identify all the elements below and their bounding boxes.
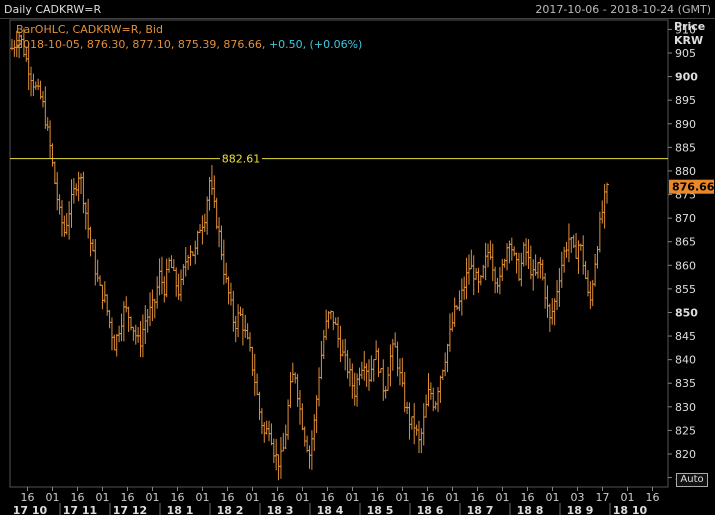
x-tick-label: 01 [96, 491, 110, 504]
y-tick-label: 850 [675, 306, 698, 319]
x-tick-label: 16 [121, 491, 135, 504]
price-axis-label: Price [674, 20, 706, 33]
y-tick-label: 895 [675, 94, 696, 107]
x-tick-label: 16 [421, 491, 435, 504]
x-tick-label: 01 [146, 491, 160, 504]
hline-label-bg [220, 151, 262, 166]
x-tick-label: 01 [246, 491, 260, 504]
date-range: 2017-10-06 - 2018-10-24 (GMT) [535, 3, 711, 16]
y-tick-label: 885 [675, 141, 696, 154]
x-month-label: 18 1 [167, 504, 194, 515]
x-tick-label: 01 [496, 491, 510, 504]
y-tick-label: 900 [675, 71, 698, 84]
x-month-label: 18 5 [367, 504, 394, 515]
x-tick-label: 01 [46, 491, 60, 504]
y-tick-label: 855 [675, 283, 696, 296]
chart-title: Daily CADKRW=R [4, 3, 102, 16]
x-tick-label: 16 [71, 491, 85, 504]
y-tick-label: 890 [675, 118, 696, 131]
y-tick-label: 840 [675, 354, 696, 367]
x-month-label: 17 10 [13, 504, 48, 515]
y-tick-label: 880 [675, 165, 696, 178]
x-tick-label: 01 [296, 491, 310, 504]
hline-label: 882.61 [222, 153, 261, 166]
x-tick-label: 16 [21, 491, 35, 504]
x-month-label: 18 7 [467, 504, 494, 515]
x-tick-label: 01 [546, 491, 560, 504]
y-tick-label: 830 [675, 401, 696, 414]
y-tick-label: 910 [675, 23, 696, 36]
x-tick-label: 16 [471, 491, 485, 504]
x-month-label: 18 4 [317, 504, 344, 515]
y-tick-label: 835 [675, 377, 696, 390]
x-tick-label: 16 [521, 491, 535, 504]
y-tick-label: 870 [675, 212, 696, 225]
x-tick-label: 16 [371, 491, 385, 504]
y-tick-label: 825 [675, 424, 696, 437]
x-month-label: 18 10 [613, 504, 648, 515]
currency-axis-label: KRW [674, 34, 704, 47]
x-tick-label: 16 [271, 491, 285, 504]
y-tick-label: 845 [675, 330, 696, 343]
legend-series: BarOHLC, CADKRW=R, Bid [16, 23, 163, 36]
legend-ohlc-values: 2018-10-05, 876.30, 877.10, 875.39, 876.… [16, 38, 266, 51]
x-month-label: 18 2 [217, 504, 244, 515]
auto-scale-button[interactable]: Auto [676, 473, 708, 487]
legend-change: +0.50, (+0.06%) [268, 38, 363, 51]
y-tick-label: 905 [675, 47, 696, 60]
last-price-label: 876.66 [672, 181, 715, 194]
title-bar: Daily CADKRW=R 2017-10-06 - 2018-10-24 (… [0, 0, 715, 19]
plot-frame [9, 19, 669, 488]
x-tick-label: 16 [171, 491, 185, 504]
price-axis-header: Price KRW [674, 20, 705, 48]
x-tick-label: 01 [346, 491, 360, 504]
x-tick-label: 16 [221, 491, 235, 504]
x-tick-label: 01 [196, 491, 210, 504]
x-month-label: 18 6 [417, 504, 444, 515]
last-price-flag [669, 179, 714, 194]
x-tick-label: 01 [621, 491, 635, 504]
x-tick-label: 03 [571, 491, 585, 504]
x-month-label: 17 11 [63, 504, 97, 515]
x-tick-label: 01 [396, 491, 410, 504]
x-tick-label: 01 [446, 491, 460, 504]
y-tick-label: 820 [675, 448, 696, 461]
x-month-label: 18 9 [567, 504, 594, 515]
x-month-label: 18 8 [517, 504, 544, 515]
x-tick-label: 17 [596, 491, 610, 504]
x-month-label: 17 12 [113, 504, 147, 515]
x-month-label: 18 3 [267, 504, 294, 515]
x-tick-label: 16 [646, 491, 660, 504]
legend-values: 2018-10-05, 876.30, 877.10, 875.39, 876.… [16, 38, 362, 51]
y-tick-label: 860 [675, 259, 696, 272]
y-tick-label: 865 [675, 236, 696, 249]
x-tick-label: 16 [321, 491, 335, 504]
